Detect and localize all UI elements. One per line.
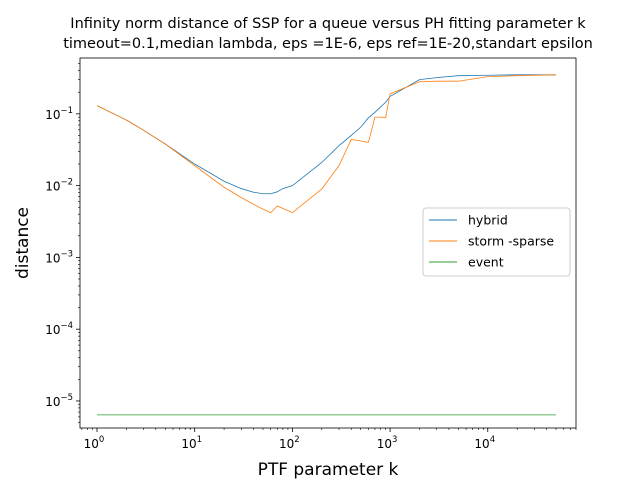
series-layer <box>96 74 557 416</box>
x-axis-label: PTF parameter k <box>258 460 399 480</box>
y-tick-label: 10−3 <box>45 249 73 265</box>
y-axis-label: distance <box>13 207 33 279</box>
series-line-hybrid <box>96 74 557 195</box>
legend-box <box>422 207 571 277</box>
y-axis: 10−5 10−4 10−3 10−2 10−1 <box>45 63 80 423</box>
x-tick-label: 100 <box>84 435 105 451</box>
chart-title: Infinity norm distance of SSP for a queu… <box>70 16 586 32</box>
x-tick-label: 102 <box>279 435 300 451</box>
x-tick-label: 104 <box>474 435 495 451</box>
x-tick-label: 103 <box>377 435 398 451</box>
x-tick-label: 101 <box>181 435 202 451</box>
series-line-storm--sparse <box>96 74 557 214</box>
legend: hybrid storm -sparse event <box>422 207 571 277</box>
y-tick-label: 10−1 <box>45 106 73 122</box>
chart-subtitle: timeout=0.1,median lambda, eps =1E-6, ep… <box>63 36 593 52</box>
plot-frame <box>79 57 577 429</box>
y-tick-label: 10−4 <box>45 321 73 337</box>
y-tick-label: 10−2 <box>45 178 73 194</box>
plot-area <box>79 57 577 429</box>
legend-label: event <box>468 255 504 270</box>
x-axis: 100 101 102 103 104 <box>81 428 577 451</box>
y-tick-label: 10−5 <box>45 393 73 409</box>
legend-label: hybrid <box>468 213 508 228</box>
legend-label: storm -sparse <box>468 234 554 249</box>
